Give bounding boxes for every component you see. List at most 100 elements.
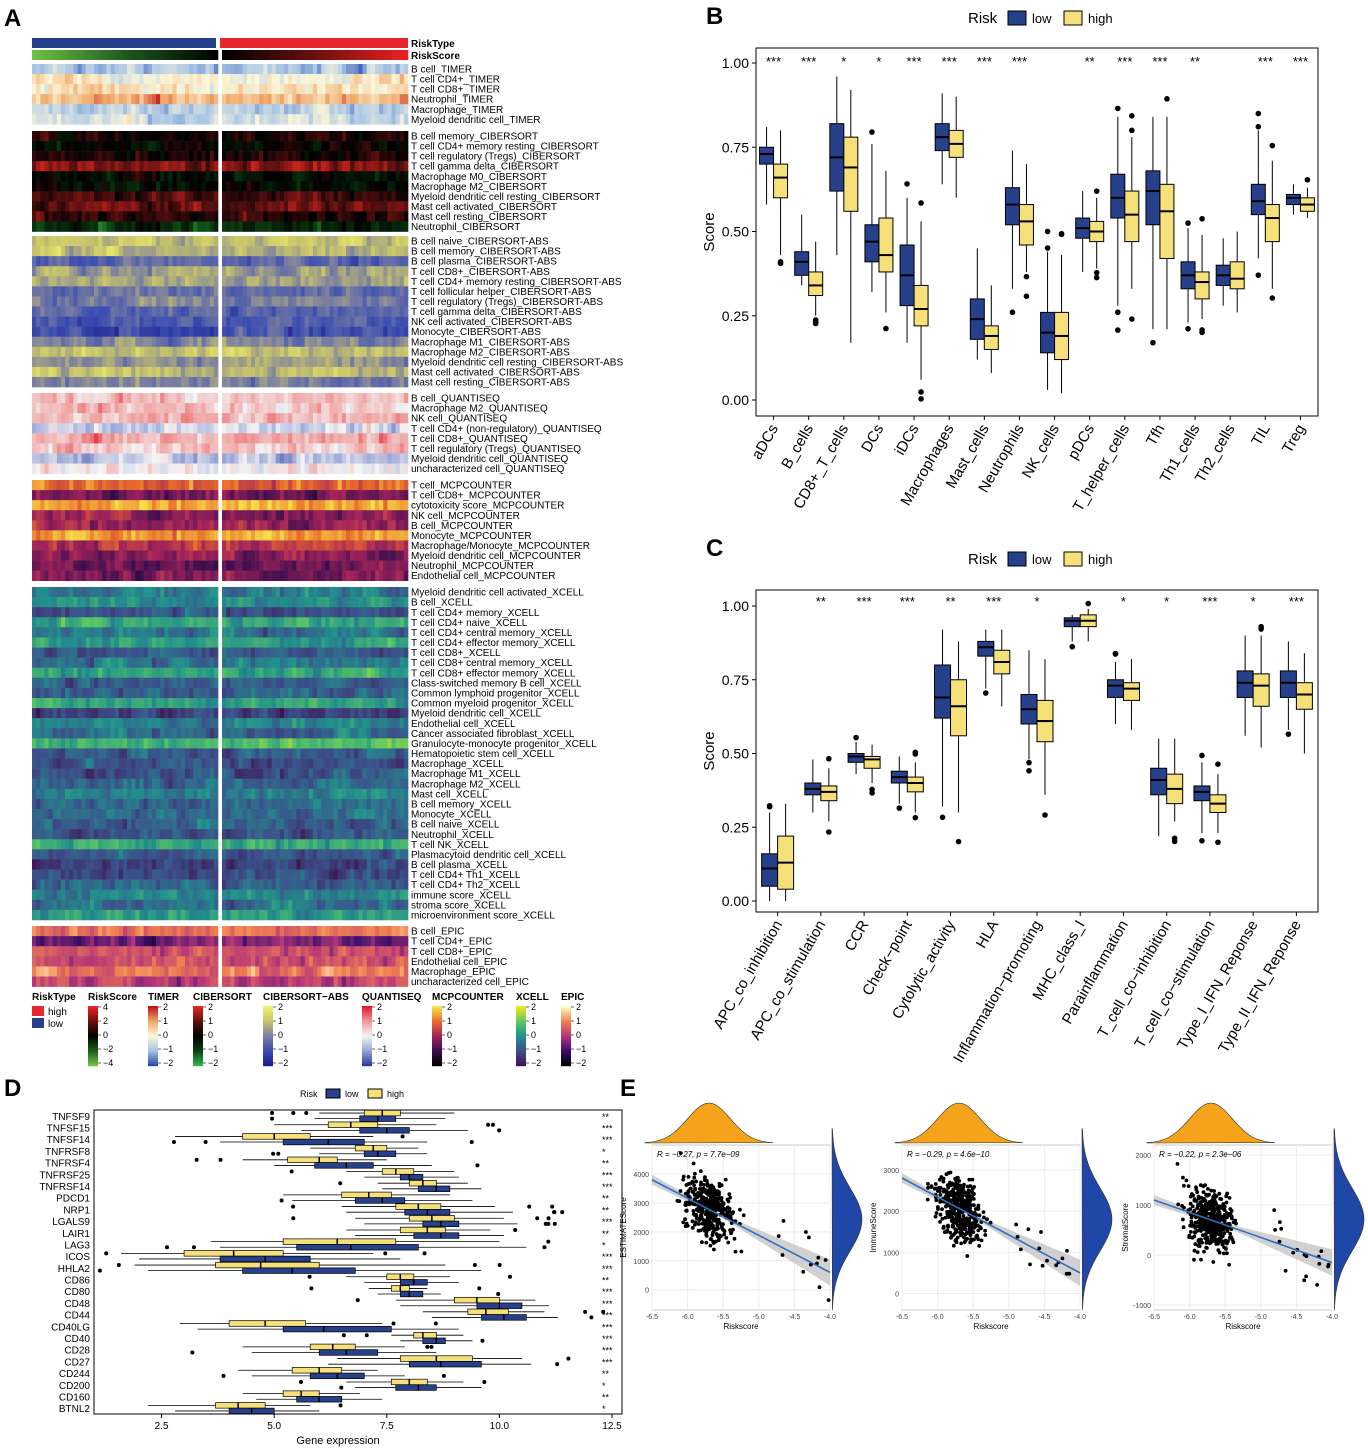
heatmap-cell	[255, 560, 260, 571]
heatmap-cell	[321, 570, 326, 581]
heatmap-cell	[77, 286, 82, 297]
heatmap-cell	[308, 607, 314, 618]
heatmap-cell	[300, 74, 306, 85]
heatmap-cell	[81, 560, 87, 571]
heatmap-cell	[230, 413, 235, 424]
heatmap-cell	[279, 94, 285, 105]
heatmap-cell	[238, 520, 244, 531]
heatmap-cell	[292, 463, 297, 474]
heatmap-cell	[44, 356, 49, 368]
heatmap-cell	[65, 221, 70, 232]
heatmap-cell	[374, 560, 380, 571]
heatmap-cell	[350, 191, 355, 202]
heatmap-cell	[52, 453, 58, 464]
heatmap-cell	[160, 161, 165, 172]
heatmap-cell	[230, 443, 235, 454]
heatmap-cell	[333, 627, 339, 638]
heatmap-cell	[189, 490, 194, 501]
heatmap-cell	[354, 64, 359, 75]
heatmap-cell	[205, 587, 211, 598]
heatmap-cell	[60, 221, 66, 232]
heatmap-cell	[118, 376, 124, 388]
heatmap-cell	[370, 423, 376, 434]
heatmap-cell	[143, 316, 149, 327]
heatmap-cell	[399, 463, 405, 474]
heatmap-cell	[267, 266, 272, 277]
heatmap-cell	[267, 326, 272, 337]
heatmap-cell	[106, 221, 111, 232]
heatmap-cell	[387, 510, 392, 521]
heatmap-cell	[387, 74, 392, 85]
heatmap-cell	[118, 587, 124, 598]
heatmap-cell	[337, 530, 343, 541]
heatmap-cell	[201, 570, 206, 581]
heatmap-cell	[102, 171, 107, 182]
heatmap-cell	[201, 443, 206, 454]
heatmap-cell	[271, 500, 277, 511]
heatmap-cell	[160, 540, 165, 551]
heatmap-cell	[36, 510, 41, 521]
heatmap-cell	[304, 393, 310, 404]
heatmap-cell	[312, 94, 318, 105]
heatmap-cell	[279, 151, 285, 162]
heatmap-cell	[56, 64, 62, 75]
heatmap-cell	[354, 393, 359, 404]
heatmap-cell	[180, 366, 186, 378]
heatmap-cell	[94, 376, 99, 388]
heatmap-cell	[403, 356, 409, 368]
heatmap-cell	[139, 326, 144, 337]
heatmap-cell	[156, 286, 161, 297]
heatmap-cell	[255, 246, 260, 257]
heatmap-cell	[288, 276, 293, 287]
heatmap-cell	[399, 597, 405, 608]
heatmap-cell	[387, 530, 392, 541]
heatmap-cell	[65, 433, 70, 444]
heatmap-cell	[106, 453, 111, 464]
heatmap-cell	[358, 366, 363, 378]
heatmap-cell	[230, 520, 235, 531]
heatmap-cell	[267, 366, 272, 378]
heatmap-row-label: Myeloid dendritic cell resting_CIBERSORT	[411, 192, 600, 203]
heatmap-cell	[337, 151, 343, 162]
heatmap-cell	[176, 463, 182, 474]
heatmap-cell	[184, 246, 190, 257]
heatmap-cell	[77, 84, 82, 95]
heatmap-cell	[358, 131, 363, 142]
heatmap-cell	[180, 520, 186, 531]
heatmap-cell	[284, 286, 289, 297]
heatmap-cell	[246, 530, 252, 541]
heatmap-cell	[184, 366, 190, 378]
heatmap-cell	[321, 520, 326, 531]
heatmap-cell	[267, 336, 272, 348]
heatmap-cell	[52, 114, 58, 125]
heatmap-cell	[284, 306, 289, 317]
heatmap-cell	[263, 236, 268, 247]
heatmap-cell	[69, 201, 74, 212]
heatmap-cell	[213, 587, 219, 598]
heatmap-cell	[85, 520, 91, 531]
heatmap-cell	[354, 131, 359, 142]
heatmap-cell	[172, 256, 178, 267]
heatmap-cell	[189, 356, 194, 368]
heatmap-cell	[201, 191, 206, 202]
heatmap-cell	[284, 236, 289, 247]
heatmap-cell	[73, 607, 78, 618]
heatmap-cell	[52, 413, 58, 424]
heatmap-cell	[139, 336, 144, 348]
heatmap-cell	[259, 104, 264, 115]
heatmap-cell	[65, 114, 70, 125]
heatmap-cell	[387, 560, 392, 571]
heatmap-cell	[201, 74, 206, 85]
heatmap-cell	[176, 131, 182, 142]
heatmap-cell	[160, 463, 165, 474]
heatmap-cell	[48, 246, 54, 257]
heatmap-cell	[164, 393, 169, 404]
heatmap-cell	[156, 266, 161, 277]
heatmap-cell	[279, 286, 285, 297]
heatmap-cell	[346, 211, 351, 222]
heatmap-cell	[312, 201, 318, 212]
heatmap-row-label: B cell_QUANTISEQ	[411, 394, 500, 405]
heatmap-cell	[346, 84, 351, 95]
heatmap-cell	[362, 530, 368, 541]
heatmap-cell	[304, 191, 310, 202]
